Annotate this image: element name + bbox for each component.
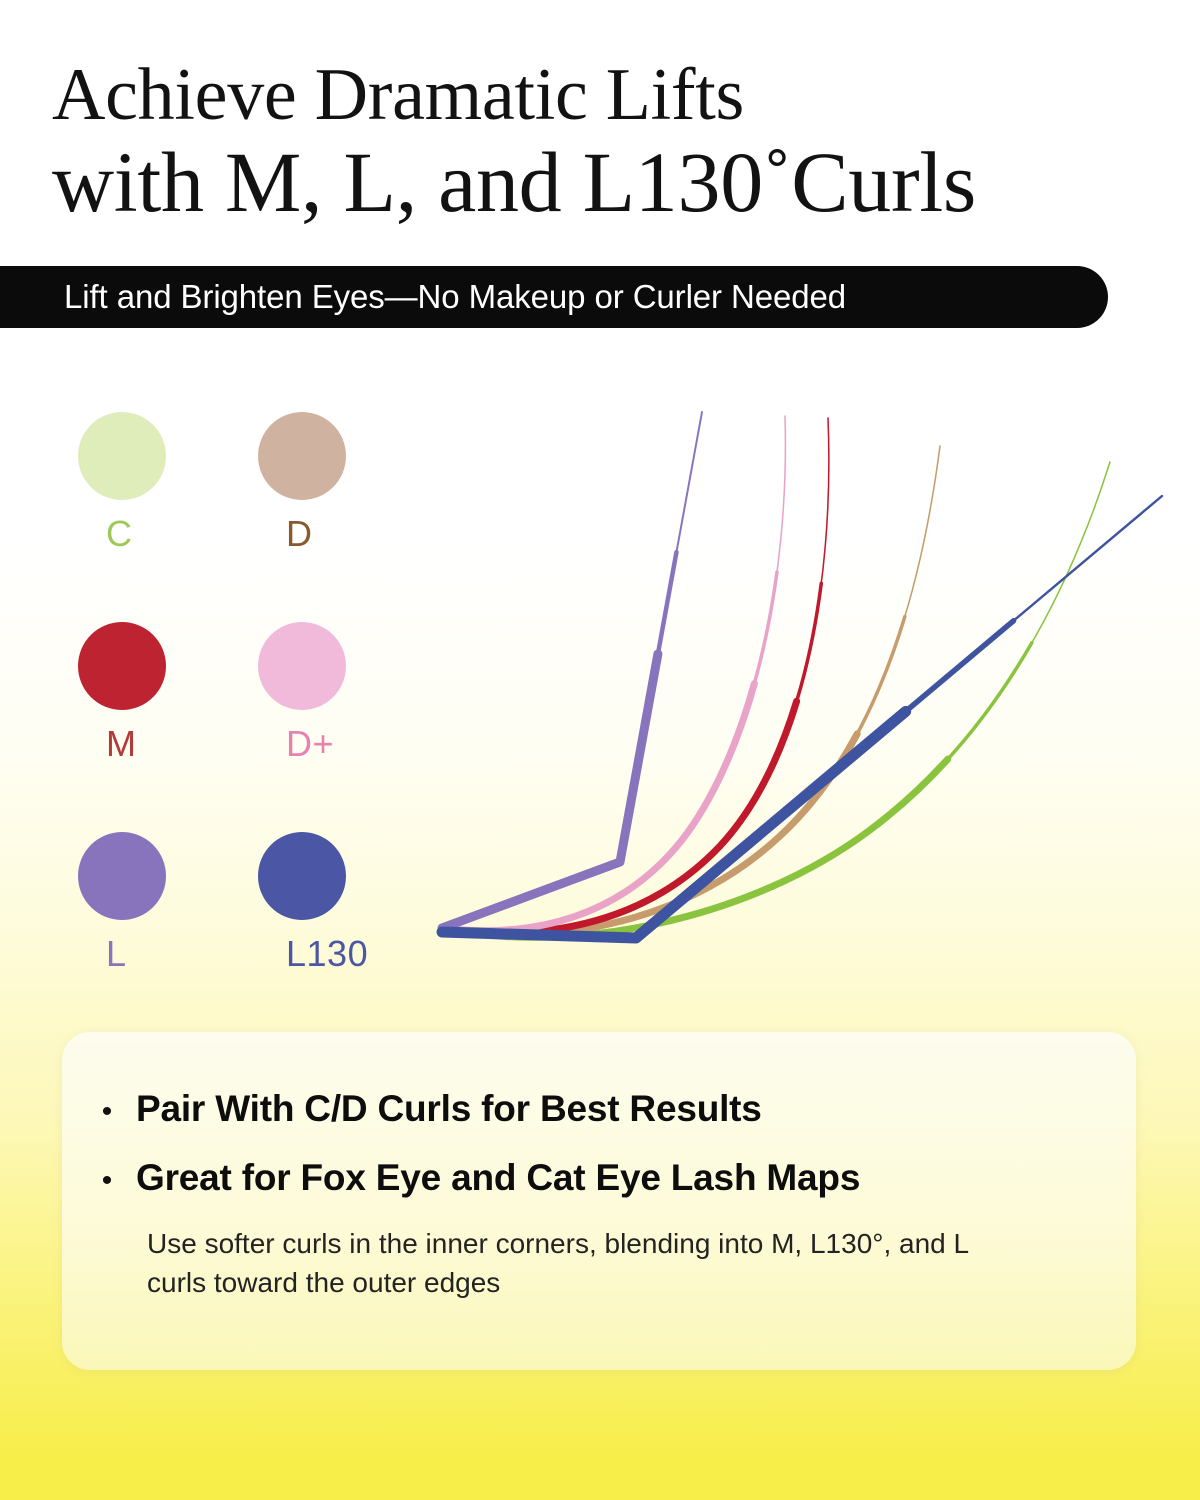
lash-strand-mid-c <box>440 460 1112 940</box>
bullet-dot-icon: • <box>101 1163 113 1197</box>
bullet-dot-icon: • <box>101 1095 113 1128</box>
lash-curl-diagram <box>420 400 1180 970</box>
swatch-label-d: D <box>286 513 313 554</box>
lash-strand-m <box>438 414 833 937</box>
legend-item-l130[interactable]: L130 <box>258 832 438 1042</box>
info-card: • Pair With C/D Curls for Best Results •… <box>62 1032 1136 1370</box>
swatch-label-c: C <box>106 513 133 554</box>
swatch-dot-l130 <box>258 832 346 920</box>
swatch-dot-l <box>78 832 166 920</box>
lash-strand-tip-l <box>441 411 703 929</box>
curl-legend: C D M D+ L L130 <box>78 412 438 1042</box>
title-block: Achieve Dramatic Lifts with M, L, and L1… <box>0 54 1180 231</box>
swatch-dot-c <box>78 412 166 500</box>
legend-item-dplus[interactable]: D+ <box>258 622 438 832</box>
legend-row: L L130 <box>78 832 438 1042</box>
legend-row: M D+ <box>78 622 438 832</box>
lash-strand-mid-m <box>440 416 831 935</box>
legend-item-c[interactable]: C <box>78 412 258 622</box>
swatch-label-m: M <box>106 723 137 764</box>
legend-item-l[interactable]: L <box>78 832 258 1042</box>
list-item: • Great for Fox Eye and Cat Eye Lash Map… <box>98 1157 1136 1200</box>
swatch-dot-d <box>258 412 346 500</box>
lash-strand-l <box>437 407 707 933</box>
legend-row: C D <box>78 412 438 622</box>
legend-item-m[interactable]: M <box>78 622 258 832</box>
lash-strand-mid-l <box>439 409 705 931</box>
lash-strand-tip-dplus <box>441 415 787 932</box>
bullet-text-1: Pair With C/D Curls for Best Results <box>136 1088 762 1129</box>
lash-strand-mid-d <box>440 444 942 936</box>
swatch-dot-m <box>78 622 166 710</box>
lash-strand-d <box>438 442 944 938</box>
swatch-label-l: L <box>106 933 127 974</box>
lash-strand-c <box>438 458 1114 941</box>
page-title-line-2: with M, L, and L130˚Curls <box>52 134 977 231</box>
bullet-list: • Pair With C/D Curls for Best Results •… <box>62 1032 1136 1199</box>
page-title-line-1: Achieve Dramatic Lifts <box>52 54 744 136</box>
lash-strand-tip-m <box>441 417 830 934</box>
lash-curl-svg <box>436 407 1168 944</box>
legend-item-d[interactable]: D <box>258 412 438 622</box>
list-item: • Pair With C/D Curls for Best Results <box>98 1088 1136 1131</box>
swatch-dot-dplus <box>258 622 346 710</box>
bullet-text-2: Great for Fox Eye and Cat Eye Lash Maps <box>136 1156 861 1198</box>
swatch-label-l130: L130 <box>286 933 369 974</box>
info-card-subnote: Use softer curls in the inner corners, b… <box>147 1228 969 1298</box>
subtitle-text: Lift and Brighten Eyes—No Makeup or Curl… <box>64 278 847 315</box>
swatch-label-dplus: D+ <box>286 723 335 764</box>
lash-strand-tip-d <box>441 445 941 935</box>
subtitle-bar: Lift and Brighten Eyes—No Makeup or Curl… <box>0 266 1108 328</box>
lash-strand-tip-l130 <box>440 494 1164 940</box>
lash-strand-tip-c <box>441 461 1111 939</box>
